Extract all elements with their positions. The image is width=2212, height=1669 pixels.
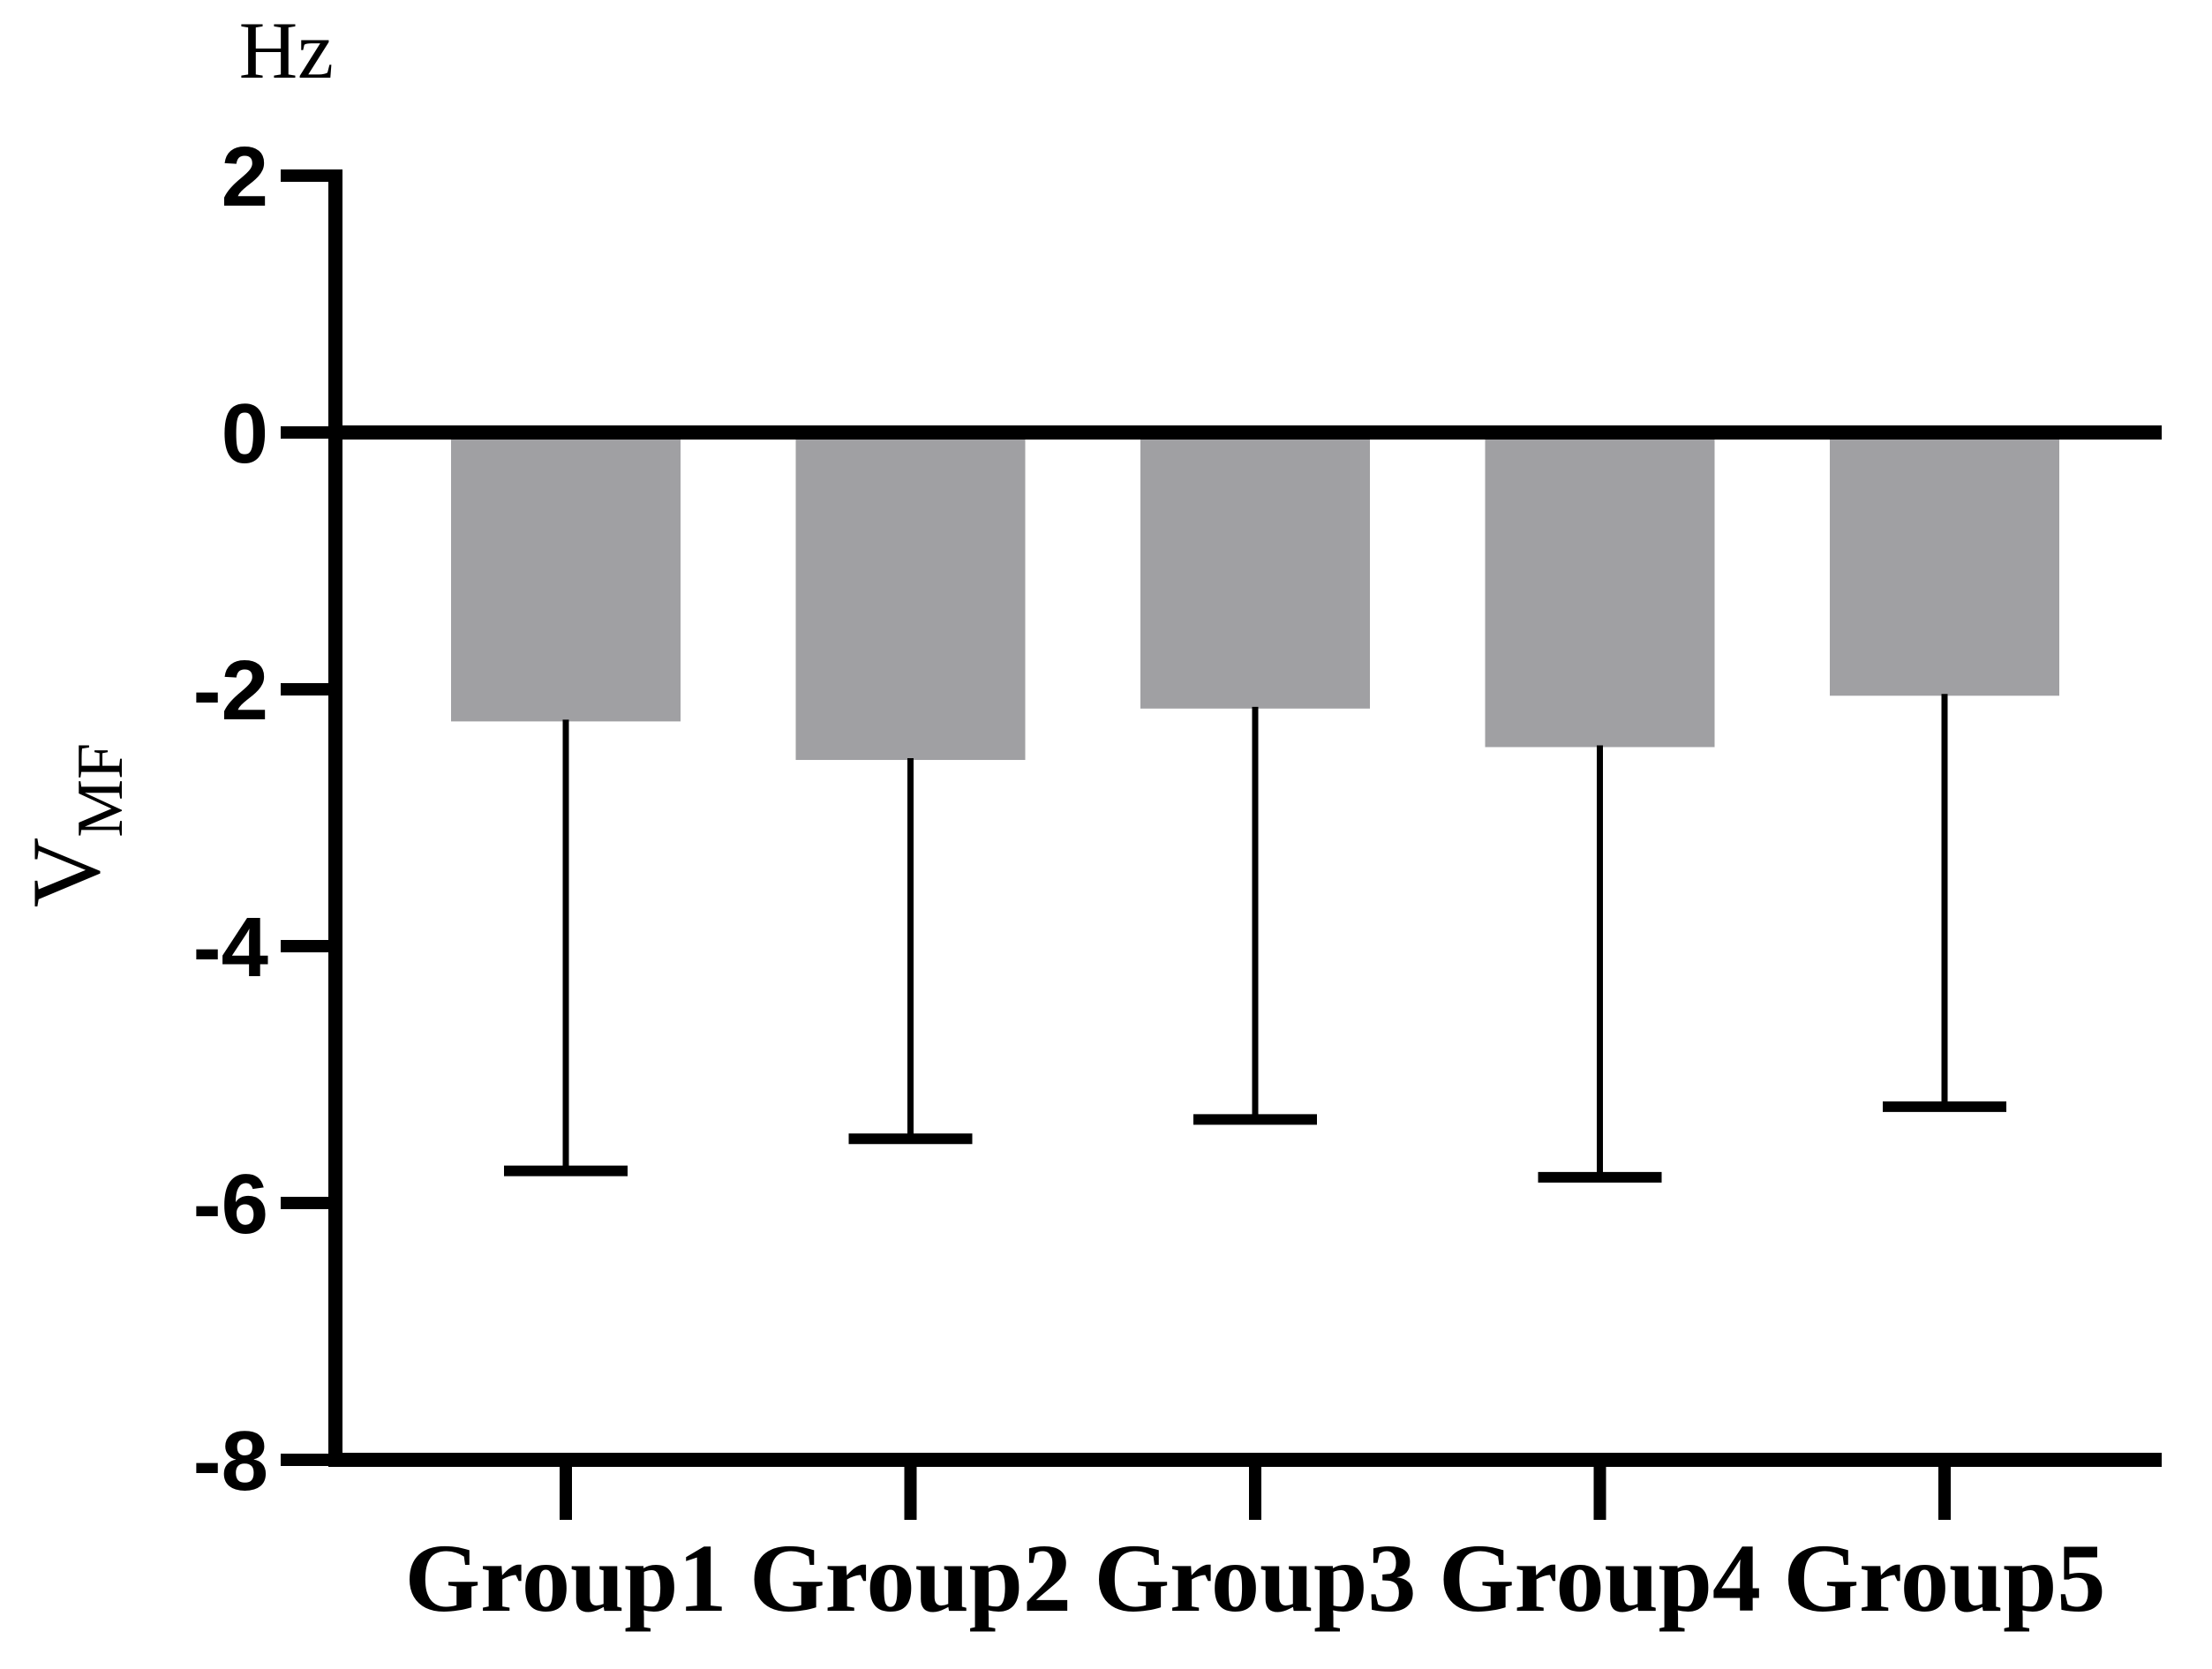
y-tick-label--8: -8 [193,1414,268,1508]
bar-group1 [451,432,681,722]
y-tick-label--2: -2 [193,643,268,738]
y-tick-label-0: 0 [222,387,268,481]
x-category-label-group1: Group1 [405,1524,727,1632]
bar-group3 [1140,432,1370,709]
x-category-label-group2: Group2 [749,1524,1072,1632]
x-category-label-group5: Group5 [1784,1524,2106,1632]
bar-group4 [1485,432,1715,748]
x-category-label-group4: Group4 [1439,1524,1761,1632]
y-axis-title-subscript: MF [64,743,137,838]
bar-group5 [1830,432,2059,696]
y-axis-title-base: V [12,838,120,907]
y-axis-unit-label: Hz [239,5,334,95]
y-tick-label--6: -6 [193,1157,268,1252]
x-category-label-group3: Group3 [1095,1524,1417,1632]
y-tick-label--4: -4 [193,900,268,995]
bar-group2 [795,432,1026,761]
y-axis-title: VMF [12,743,137,907]
y-tick-label-2: 2 [222,130,268,224]
